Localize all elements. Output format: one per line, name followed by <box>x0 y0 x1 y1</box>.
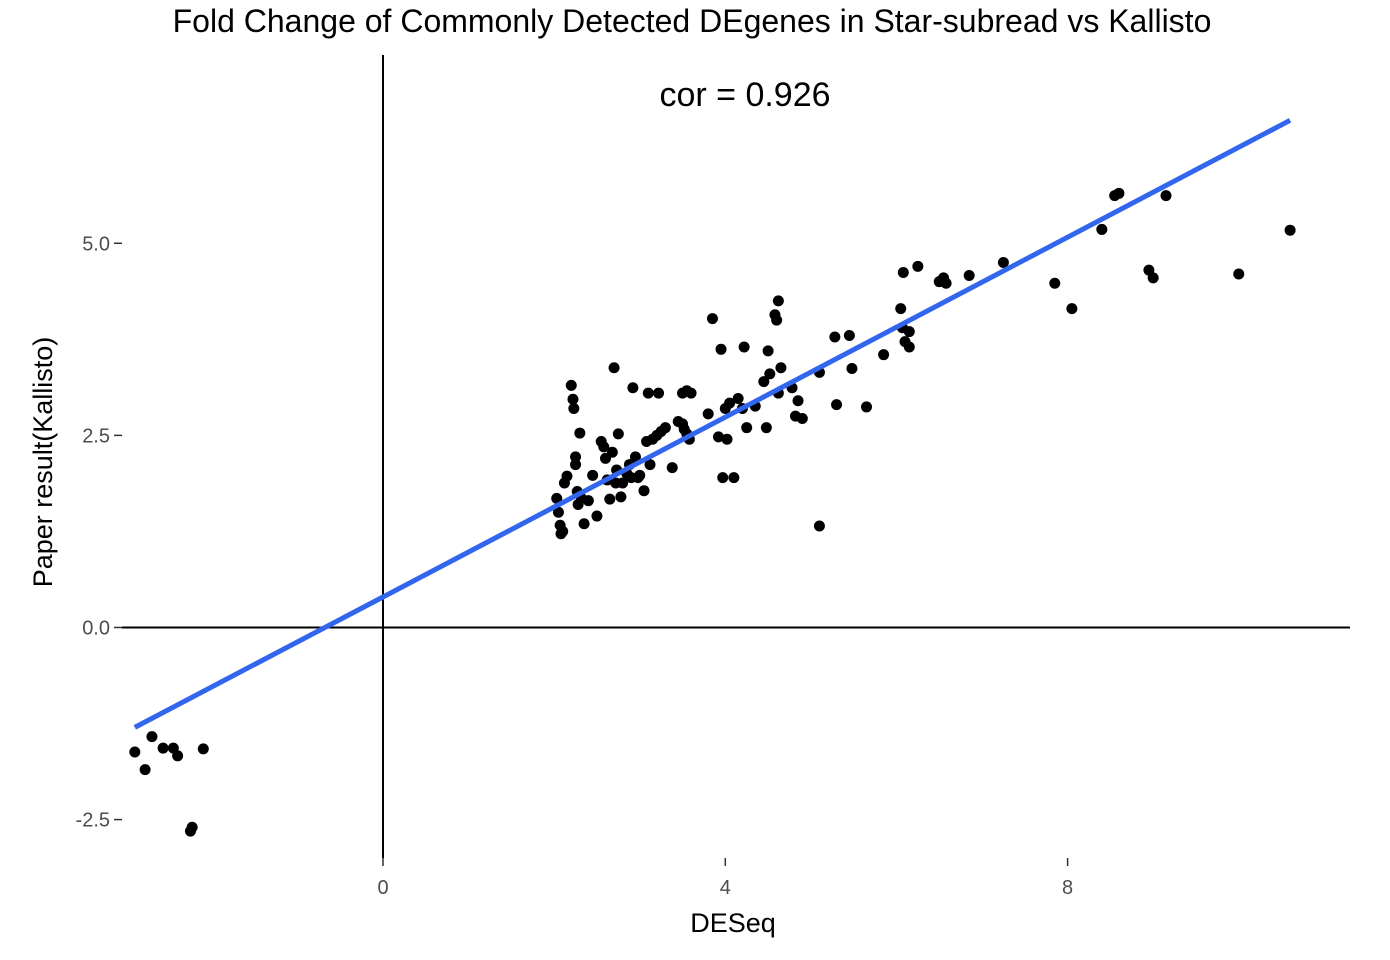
data-point <box>772 295 784 307</box>
data-point <box>903 341 915 353</box>
data-point <box>653 387 665 399</box>
data-point <box>587 469 599 481</box>
data-point <box>706 313 718 325</box>
data-point <box>1096 223 1108 235</box>
x-tick-label: 8 <box>1062 877 1073 899</box>
data-point <box>186 821 198 833</box>
data-point <box>146 731 158 743</box>
x-axis-ticks: 0 4 8 <box>377 858 1073 899</box>
regression-fit-line <box>133 118 1292 730</box>
data-point <box>897 266 909 278</box>
chart-title: Fold Change of Commonly Detected DEgenes… <box>173 3 1212 39</box>
data-point <box>659 422 671 434</box>
data-point <box>606 446 618 458</box>
data-point <box>552 506 564 518</box>
data-point <box>627 382 639 394</box>
data-point <box>1284 224 1296 236</box>
data-point <box>758 376 770 388</box>
data-point <box>963 270 975 282</box>
data-point <box>829 331 841 343</box>
data-point <box>762 345 774 357</box>
data-point <box>568 402 580 414</box>
y-tick-label: 2.5 <box>82 425 110 447</box>
data-point <box>1113 187 1125 199</box>
data-point <box>732 392 744 404</box>
data-point <box>139 764 151 776</box>
x-tick-label: 0 <box>377 877 388 899</box>
data-point <box>741 422 753 434</box>
data-point <box>612 428 624 440</box>
data-point <box>617 477 629 489</box>
data-point <box>771 314 783 326</box>
data-point <box>565 379 577 391</box>
data-point <box>1147 272 1159 284</box>
data-point <box>1049 277 1061 289</box>
data-point <box>629 451 641 463</box>
data-point <box>685 387 697 399</box>
data-point <box>760 422 772 434</box>
y-tick-label: -2.5 <box>76 810 110 832</box>
data-point <box>912 260 924 272</box>
data-point <box>570 459 582 471</box>
data-point <box>813 520 825 532</box>
data-point <box>738 341 750 353</box>
x-axis-label: DESeq <box>690 908 776 938</box>
data-point <box>561 470 573 482</box>
data-point <box>796 412 808 424</box>
data-point <box>642 387 654 399</box>
data-point <box>846 363 858 375</box>
correlation-annotation: cor = 0.926 <box>659 76 830 114</box>
data-point <box>895 303 907 315</box>
data-point <box>721 433 733 445</box>
zero-lines <box>122 55 1350 858</box>
data-point <box>634 469 646 481</box>
data-point <box>608 362 620 374</box>
data-point <box>604 493 616 505</box>
data-point <box>940 277 952 289</box>
fit-line-group <box>133 118 1292 730</box>
data-point <box>712 431 724 443</box>
data-point <box>903 326 915 338</box>
data-point <box>792 395 804 407</box>
y-tick-label: 0.0 <box>82 617 110 639</box>
data-point <box>638 485 650 497</box>
data-point <box>551 492 563 504</box>
data-point <box>764 368 776 380</box>
data-point <box>1233 268 1245 280</box>
data-point <box>557 525 569 537</box>
data-point <box>644 459 656 471</box>
data-point <box>1160 190 1172 202</box>
data-point <box>728 472 740 484</box>
data-point <box>843 329 855 341</box>
data-point <box>702 408 714 420</box>
data-point <box>615 491 627 503</box>
data-point <box>197 743 209 755</box>
data-points <box>129 187 1296 837</box>
data-point <box>775 362 787 374</box>
data-point <box>666 462 678 474</box>
data-point <box>570 451 582 463</box>
y-axis-ticks: -2.5 0.0 2.5 5.0 <box>76 233 122 832</box>
data-point <box>715 343 727 355</box>
data-point <box>582 495 594 507</box>
data-point <box>878 349 890 361</box>
data-point <box>574 427 586 439</box>
data-point <box>157 742 169 754</box>
y-tick-label: 5.0 <box>82 233 110 255</box>
data-point <box>997 256 1009 268</box>
data-point <box>172 750 184 762</box>
data-point <box>724 397 736 409</box>
data-point <box>567 393 579 405</box>
data-point <box>831 399 843 411</box>
data-point <box>598 441 610 453</box>
data-point <box>717 472 729 484</box>
data-point <box>861 401 873 413</box>
data-point <box>591 510 603 522</box>
data-point <box>578 518 590 530</box>
data-point <box>1066 303 1078 315</box>
x-tick-label: 4 <box>720 877 731 899</box>
data-point <box>129 746 141 758</box>
y-axis-label: Paper result(Kallisto) <box>28 337 58 588</box>
